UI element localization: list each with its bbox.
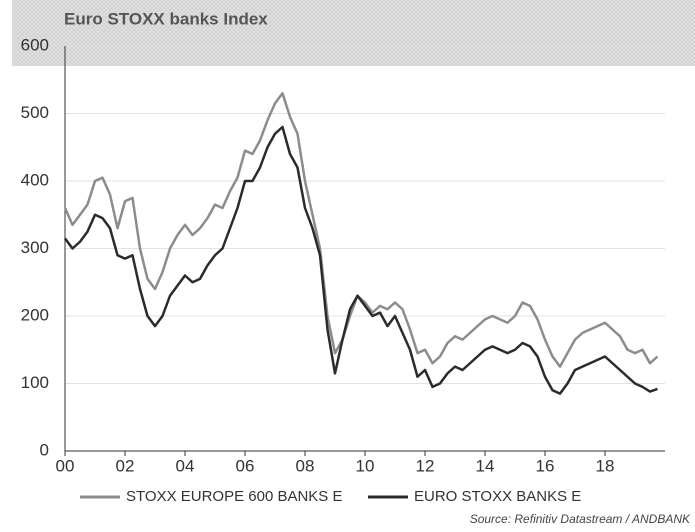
title-band <box>12 0 695 66</box>
x-tick-label: 04 <box>176 456 195 475</box>
y-tick-label: 100 <box>21 373 49 392</box>
y-tick-label: 600 <box>21 35 49 54</box>
x-tick-label: 06 <box>236 456 255 475</box>
y-tick-label: 0 <box>40 440 49 459</box>
y-tick-label: 500 <box>21 103 49 122</box>
x-tick-label: 18 <box>596 456 615 475</box>
legend-label: EURO STOXX BANKS E <box>414 488 581 505</box>
y-tick-label: 400 <box>21 170 49 189</box>
y-tick-label: 200 <box>21 305 49 324</box>
x-tick-label: 08 <box>296 456 315 475</box>
legend: STOXX EUROPE 600 BANKS E EURO STOXX BANK… <box>80 488 581 505</box>
x-tick-label: 10 <box>356 456 375 475</box>
legend-label: STOXX EUROPE 600 BANKS E <box>126 488 342 505</box>
x-tick-label: 02 <box>116 456 135 475</box>
x-tick-label: 12 <box>416 456 435 475</box>
chart-title: Euro STOXX banks Index <box>64 9 268 28</box>
source-note: Source: Refinitiv Datastream / ANDBANK <box>470 512 691 526</box>
x-tick-label: 16 <box>536 456 555 475</box>
x-tick-label: 14 <box>476 456 495 475</box>
x-tick-label: 00 <box>56 456 75 475</box>
y-tick-label: 300 <box>21 238 49 257</box>
series-line <box>63 125 658 395</box>
